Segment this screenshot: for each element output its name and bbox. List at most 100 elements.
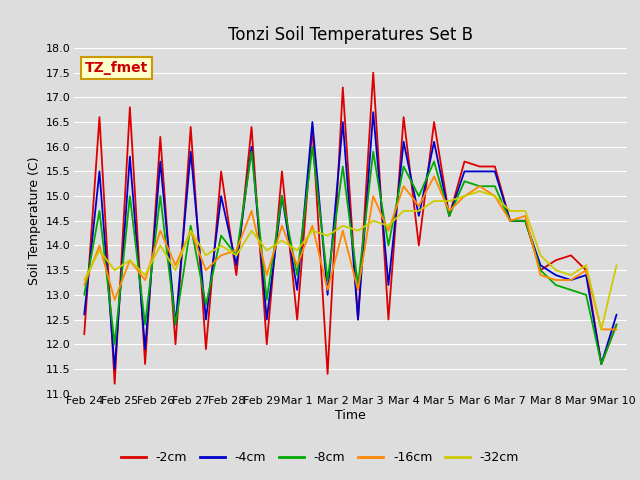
-4cm xyxy=(506,218,514,224)
-4cm xyxy=(476,168,483,174)
-16cm xyxy=(339,228,347,234)
-2cm xyxy=(126,104,134,110)
-4cm xyxy=(537,263,545,268)
-32cm xyxy=(248,228,255,234)
-16cm xyxy=(354,287,362,293)
-2cm xyxy=(537,267,545,273)
-8cm xyxy=(232,252,240,258)
-32cm xyxy=(232,252,240,258)
-4cm xyxy=(582,272,590,278)
-32cm xyxy=(430,198,438,204)
-16cm xyxy=(187,228,195,234)
-8cm xyxy=(598,361,605,367)
-16cm xyxy=(506,218,514,224)
-32cm xyxy=(111,267,118,273)
-32cm xyxy=(263,248,271,253)
-32cm xyxy=(461,193,468,199)
-32cm xyxy=(598,326,605,332)
-4cm xyxy=(126,154,134,159)
-4cm xyxy=(95,168,103,174)
-8cm xyxy=(567,287,575,293)
-32cm xyxy=(369,218,377,224)
-8cm xyxy=(506,218,514,224)
-8cm xyxy=(81,292,88,298)
-2cm xyxy=(400,114,408,120)
-32cm xyxy=(400,208,408,214)
-2cm xyxy=(187,124,195,130)
-16cm xyxy=(552,277,559,283)
-2cm xyxy=(552,257,559,263)
-16cm xyxy=(415,203,422,209)
-4cm xyxy=(278,193,286,199)
-32cm xyxy=(582,263,590,268)
-16cm xyxy=(582,267,590,273)
-32cm xyxy=(385,223,392,228)
-16cm xyxy=(308,223,316,228)
-32cm xyxy=(476,188,483,194)
-2cm xyxy=(339,84,347,90)
-8cm xyxy=(445,213,453,219)
-8cm xyxy=(612,322,620,327)
-2cm xyxy=(141,361,149,367)
-8cm xyxy=(385,242,392,248)
-8cm xyxy=(111,341,118,347)
-32cm xyxy=(339,223,347,228)
-8cm xyxy=(476,183,483,189)
-2cm xyxy=(385,317,392,323)
-4cm xyxy=(172,322,179,327)
Line: -4cm: -4cm xyxy=(84,112,616,369)
-4cm xyxy=(232,263,240,268)
-8cm xyxy=(491,183,499,189)
-32cm xyxy=(156,242,164,248)
-2cm xyxy=(232,272,240,278)
-4cm xyxy=(461,168,468,174)
-8cm xyxy=(156,193,164,199)
-8cm xyxy=(263,297,271,303)
-32cm xyxy=(415,208,422,214)
-4cm xyxy=(385,282,392,288)
-32cm xyxy=(522,208,529,214)
-16cm xyxy=(263,272,271,278)
-4cm xyxy=(187,149,195,155)
-4cm xyxy=(567,277,575,283)
-2cm xyxy=(506,218,514,224)
-4cm xyxy=(339,119,347,125)
-4cm xyxy=(369,109,377,115)
-8cm xyxy=(552,282,559,288)
-32cm xyxy=(293,248,301,253)
-16cm xyxy=(278,223,286,228)
-2cm xyxy=(95,114,103,120)
-2cm xyxy=(111,381,118,386)
Line: -16cm: -16cm xyxy=(84,176,616,329)
-16cm xyxy=(293,263,301,268)
-16cm xyxy=(476,183,483,189)
Y-axis label: Soil Temperature (C): Soil Temperature (C) xyxy=(28,156,40,285)
-32cm xyxy=(172,267,179,273)
-4cm xyxy=(248,144,255,150)
-16cm xyxy=(95,242,103,248)
-4cm xyxy=(324,292,332,298)
-8cm xyxy=(248,149,255,155)
-8cm xyxy=(218,233,225,239)
-16cm xyxy=(612,326,620,332)
-32cm xyxy=(187,228,195,234)
-2cm xyxy=(293,317,301,323)
-2cm xyxy=(156,134,164,140)
-4cm xyxy=(430,139,438,144)
-4cm xyxy=(400,139,408,144)
-16cm xyxy=(111,297,118,303)
-32cm xyxy=(81,277,88,283)
-2cm xyxy=(567,252,575,258)
-8cm xyxy=(324,277,332,283)
-2cm xyxy=(430,119,438,125)
-4cm xyxy=(522,218,529,224)
-32cm xyxy=(308,228,316,234)
-8cm xyxy=(172,322,179,327)
-32cm xyxy=(354,228,362,234)
-16cm xyxy=(400,183,408,189)
-8cm xyxy=(522,218,529,224)
-32cm xyxy=(491,193,499,199)
-8cm xyxy=(95,208,103,214)
-16cm xyxy=(248,208,255,214)
-4cm xyxy=(308,119,316,125)
